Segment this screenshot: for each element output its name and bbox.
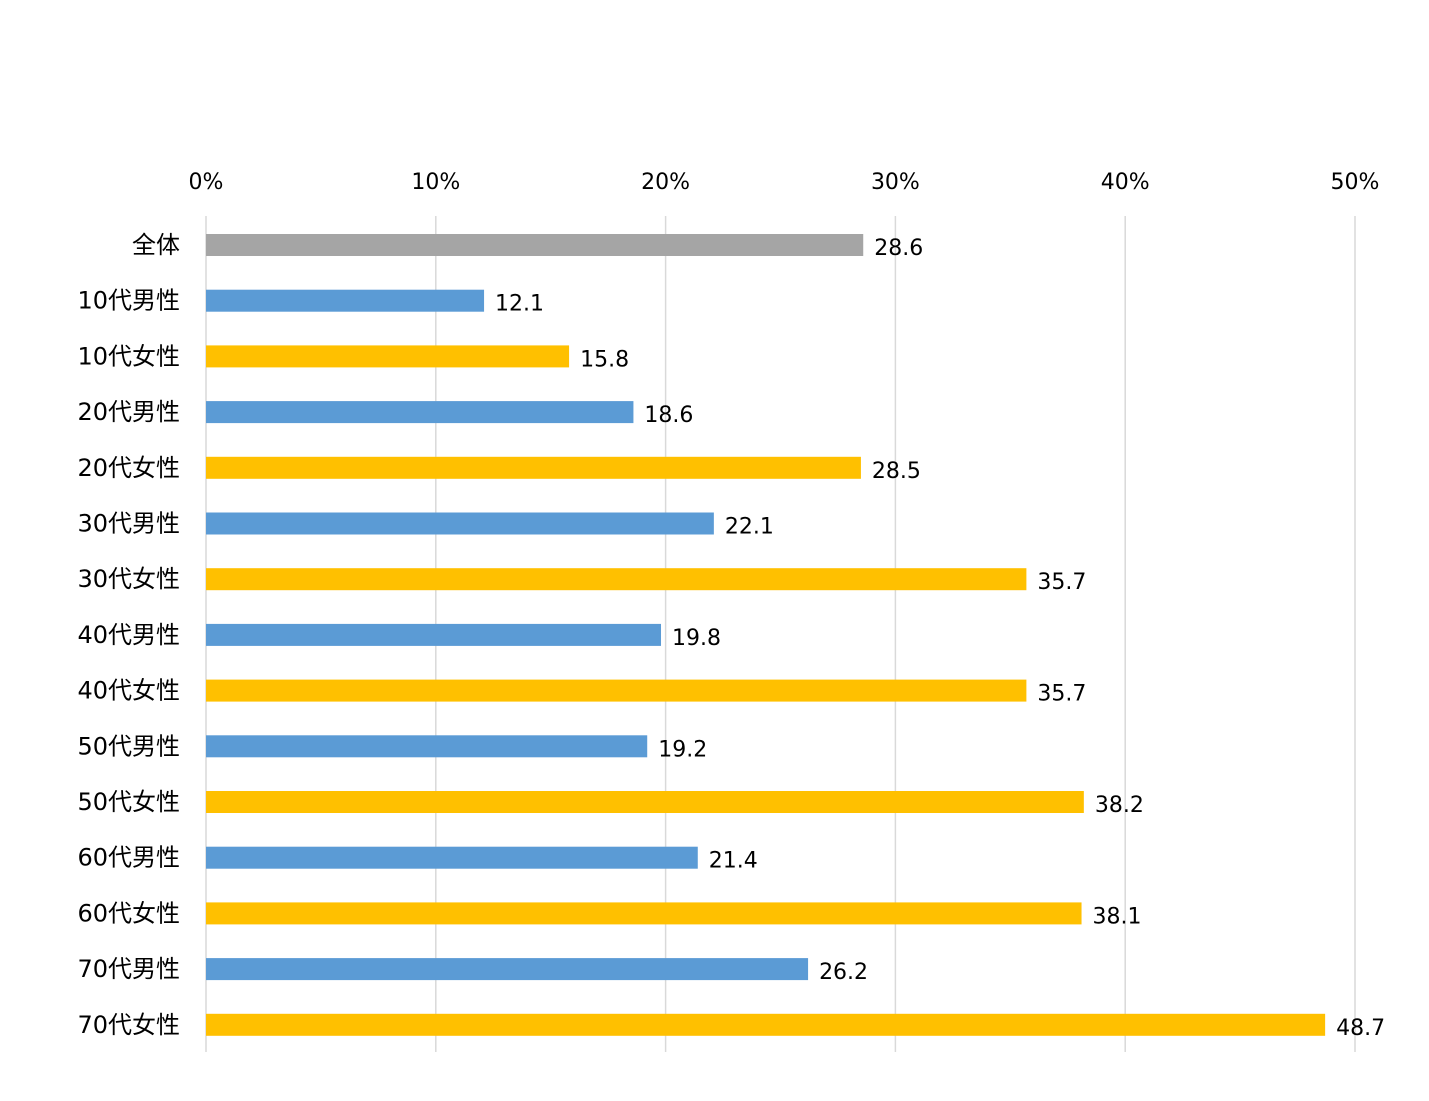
category-label: 60代男性 [77,844,180,872]
x-tick-label: 0% [189,170,224,195]
category-label: 50代男性 [77,732,180,760]
bar-7 [206,623,662,646]
bar-3 [206,401,634,424]
data-label: 35.7 [1037,570,1086,595]
bar-0 [206,234,864,256]
category-label: 40代男性 [77,621,180,649]
data-label: 15.8 [580,347,629,372]
category-label: 50代女性 [77,788,180,816]
x-tick-label: 30% [871,170,920,195]
data-label: 21.4 [709,849,758,874]
data-label: 48.7 [1336,1016,1385,1041]
category-label: 30代男性 [77,510,180,538]
category-labels: 全体 10代男性 10代女性 20代男性 20代女性 30代男性 30代女性 40代男性 40代… [77,231,180,1039]
category-label: 20代女性 [77,454,180,482]
bar-2 [206,345,570,368]
data-label: 38.1 [1093,904,1142,929]
bar-11 [206,846,698,869]
category-label: 30代女性 [77,565,180,593]
x-axis-ticks: 0% 10% 20% 30% 40% 50% [189,170,1380,195]
bar-10 [206,791,1084,813]
x-tick-label: 40% [1101,170,1150,195]
data-label: 12.1 [495,292,544,317]
bar-8 [206,679,1027,702]
bar-14 [206,1013,1326,1036]
category-label: 60代女性 [77,899,180,927]
bar-9 [206,735,648,758]
data-labels: 28.6 12.1 15.8 18.6 28.5 22.1 35.7 19.8 35.7 19.2… [495,236,1385,1041]
category-label: 70代男性 [77,955,180,983]
category-label: 20代男性 [77,398,180,426]
bar-5 [206,512,714,535]
bar-1 [206,289,485,312]
x-tick-label: 10% [411,170,460,195]
data-label: 26.2 [819,960,868,985]
data-label: 18.6 [644,403,693,428]
category-label: 40代女性 [77,677,180,705]
bar-4 [206,456,861,479]
bar-6 [206,568,1027,591]
data-label: 38.2 [1095,793,1144,818]
bars [206,234,1326,1036]
category-label: 全体 [132,231,180,259]
data-label: 19.8 [672,626,721,651]
data-label: 22.1 [725,515,774,540]
bar-13 [206,958,809,981]
x-tick-label: 20% [641,170,690,195]
data-label: 35.7 [1037,682,1086,707]
data-label: 28.5 [872,459,921,484]
data-label: 19.2 [658,737,707,762]
category-label: 70代女性 [77,1011,180,1039]
category-label: 10代女性 [77,342,180,370]
x-tick-label: 50% [1331,170,1380,195]
category-label: 10代男性 [77,287,180,315]
data-label: 28.6 [874,236,923,261]
bar-12 [206,902,1082,925]
